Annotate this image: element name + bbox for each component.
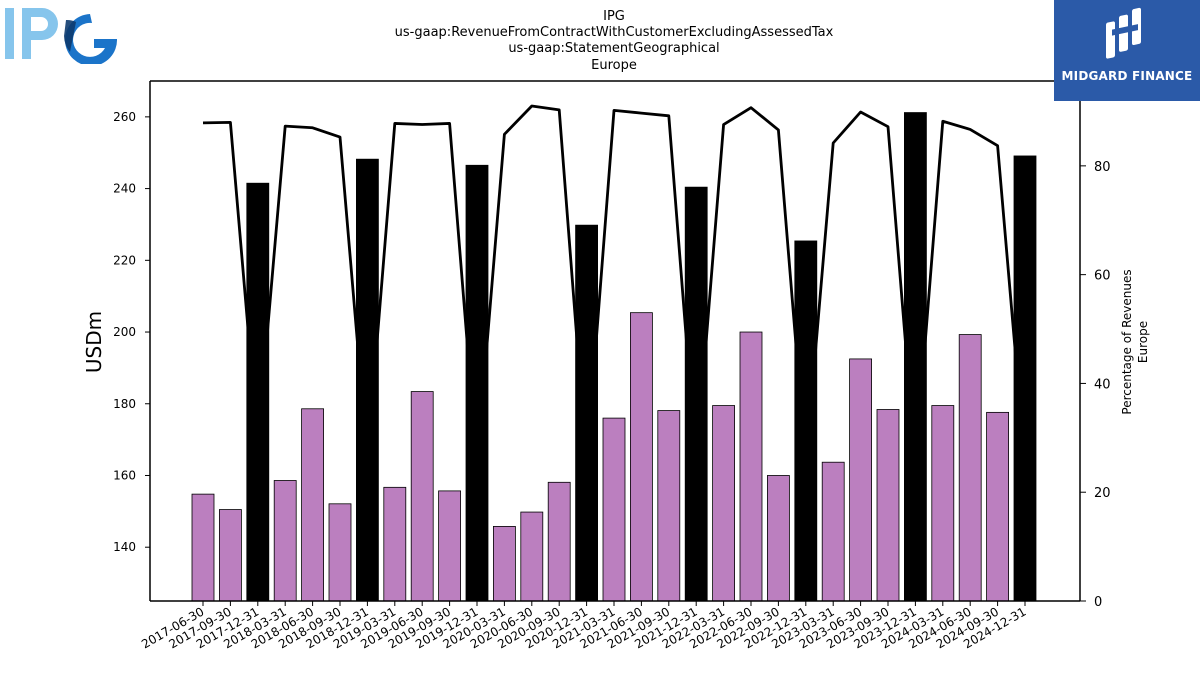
bar	[301, 408, 325, 602]
bar	[328, 503, 352, 602]
y2-tick-label: 40	[1094, 377, 1111, 392]
bar	[657, 410, 681, 602]
y-tick-label: 240	[113, 182, 136, 196]
bar	[575, 224, 598, 602]
bar	[273, 480, 297, 602]
y-tick-label: 220	[113, 253, 136, 267]
bar	[821, 461, 845, 602]
bar	[767, 475, 790, 602]
title-line: us-gaap:RevenueFromContractWithCustomerE…	[395, 25, 834, 40]
midgard-mark-icon	[1106, 7, 1141, 59]
y2-axis-label-line1: Percentage of Revenues	[1120, 269, 1134, 414]
bar	[547, 481, 571, 602]
bar	[383, 486, 407, 602]
y-axis-label: USDm	[82, 311, 106, 373]
y-tick-label: 160	[113, 468, 136, 482]
y-tick-label: 200	[113, 325, 136, 339]
midgard-brand-text: MIDGARD FINANCE	[1061, 69, 1193, 83]
y2-tick-label: 60	[1094, 269, 1111, 284]
bar	[218, 509, 242, 602]
title-line: Europe	[591, 58, 637, 73]
bar	[794, 240, 818, 602]
y2-tick-label: 0	[1094, 595, 1102, 610]
bar	[712, 405, 735, 602]
bar	[876, 409, 900, 602]
y2-tick-label: 20	[1094, 486, 1111, 501]
y-tick-label: 180	[113, 397, 136, 411]
bar	[986, 411, 1009, 602]
bar	[602, 417, 626, 602]
percentage-line	[202, 104, 1027, 467]
title-line: us-gaap:StatementGeographical	[508, 41, 719, 56]
bar	[410, 391, 434, 602]
title-line: IPG	[603, 9, 625, 24]
y-tick-label: 140	[113, 540, 136, 554]
bar	[191, 493, 215, 602]
y2-tick-label: 80	[1094, 160, 1111, 175]
bar	[438, 490, 462, 602]
bar	[849, 358, 872, 602]
y2-axis-label-line2: Europe	[1136, 321, 1150, 363]
plot-area: 1401601802002202402600204060802017-06-30…	[113, 80, 1111, 651]
midgard-finance-logo: MIDGARD FINANCE	[1054, 0, 1200, 101]
bar	[630, 312, 653, 602]
bar	[492, 526, 516, 602]
y-tick-label: 260	[113, 110, 136, 124]
bar	[739, 331, 763, 602]
bar	[246, 182, 270, 602]
bar	[958, 334, 982, 602]
bar	[931, 405, 955, 602]
bar	[520, 511, 544, 602]
chart-title: IPG us-gaap:RevenueFromContractWithCusto…	[395, 9, 834, 73]
ipg-logo	[5, 8, 118, 64]
bar	[684, 186, 708, 602]
